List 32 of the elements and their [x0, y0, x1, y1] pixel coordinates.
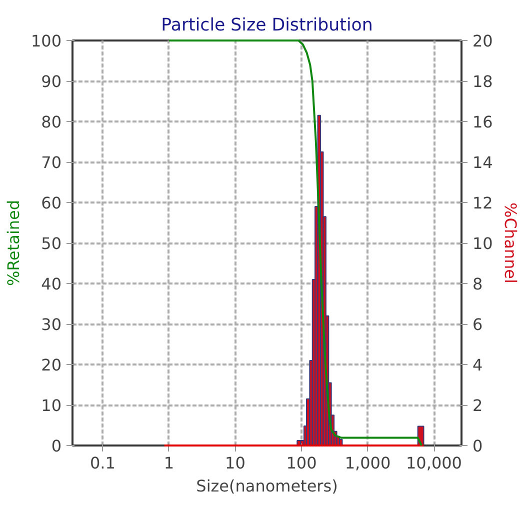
- y-tick-label: 20: [41, 356, 62, 374]
- y2-tick-label: 14: [472, 153, 493, 172]
- y2-tick-label: 20: [472, 32, 493, 50]
- x-tick-label: 0.1: [90, 454, 116, 472]
- y2-tick-label: 4: [472, 356, 483, 374]
- x-tick-label: 10: [225, 454, 246, 472]
- y-tick-label: 60: [41, 194, 62, 212]
- y2-tick-label: 2: [472, 396, 483, 415]
- y2-axis-title: %Channel: [500, 202, 520, 284]
- y-tick-label: 30: [41, 315, 62, 334]
- x-tick-label: 100: [286, 454, 317, 472]
- x-axis-title: Size(nanometers): [196, 476, 338, 496]
- y2-tick-label: 18: [472, 72, 493, 91]
- y2-tick-label: 0: [472, 436, 483, 456]
- y-tick-label: 50: [41, 234, 62, 253]
- chart-title: Particle Size Distribution: [161, 16, 373, 36]
- y2-tick-label: 12: [472, 194, 493, 212]
- y-tick-label: 90: [41, 72, 62, 91]
- x-tick-label: 10,000: [406, 454, 462, 472]
- x-tick-label: 1: [164, 454, 174, 472]
- x-tick-label: 1,000: [344, 454, 391, 472]
- y-tick-label: 0: [51, 436, 62, 456]
- y-tick-label: 10: [41, 396, 62, 415]
- y2-tick-label: 10: [472, 234, 493, 253]
- y-tick-label: 70: [41, 153, 62, 172]
- y-tick-label: 100: [30, 32, 62, 50]
- y2-tick-label: 16: [472, 112, 493, 132]
- y-tick-label: 40: [41, 274, 62, 294]
- y2-tick-label: 6: [472, 315, 483, 334]
- y-tick-label: 80: [41, 112, 62, 132]
- y-axis-title: %Retained: [4, 200, 23, 286]
- y2-tick-label: 8: [472, 274, 483, 294]
